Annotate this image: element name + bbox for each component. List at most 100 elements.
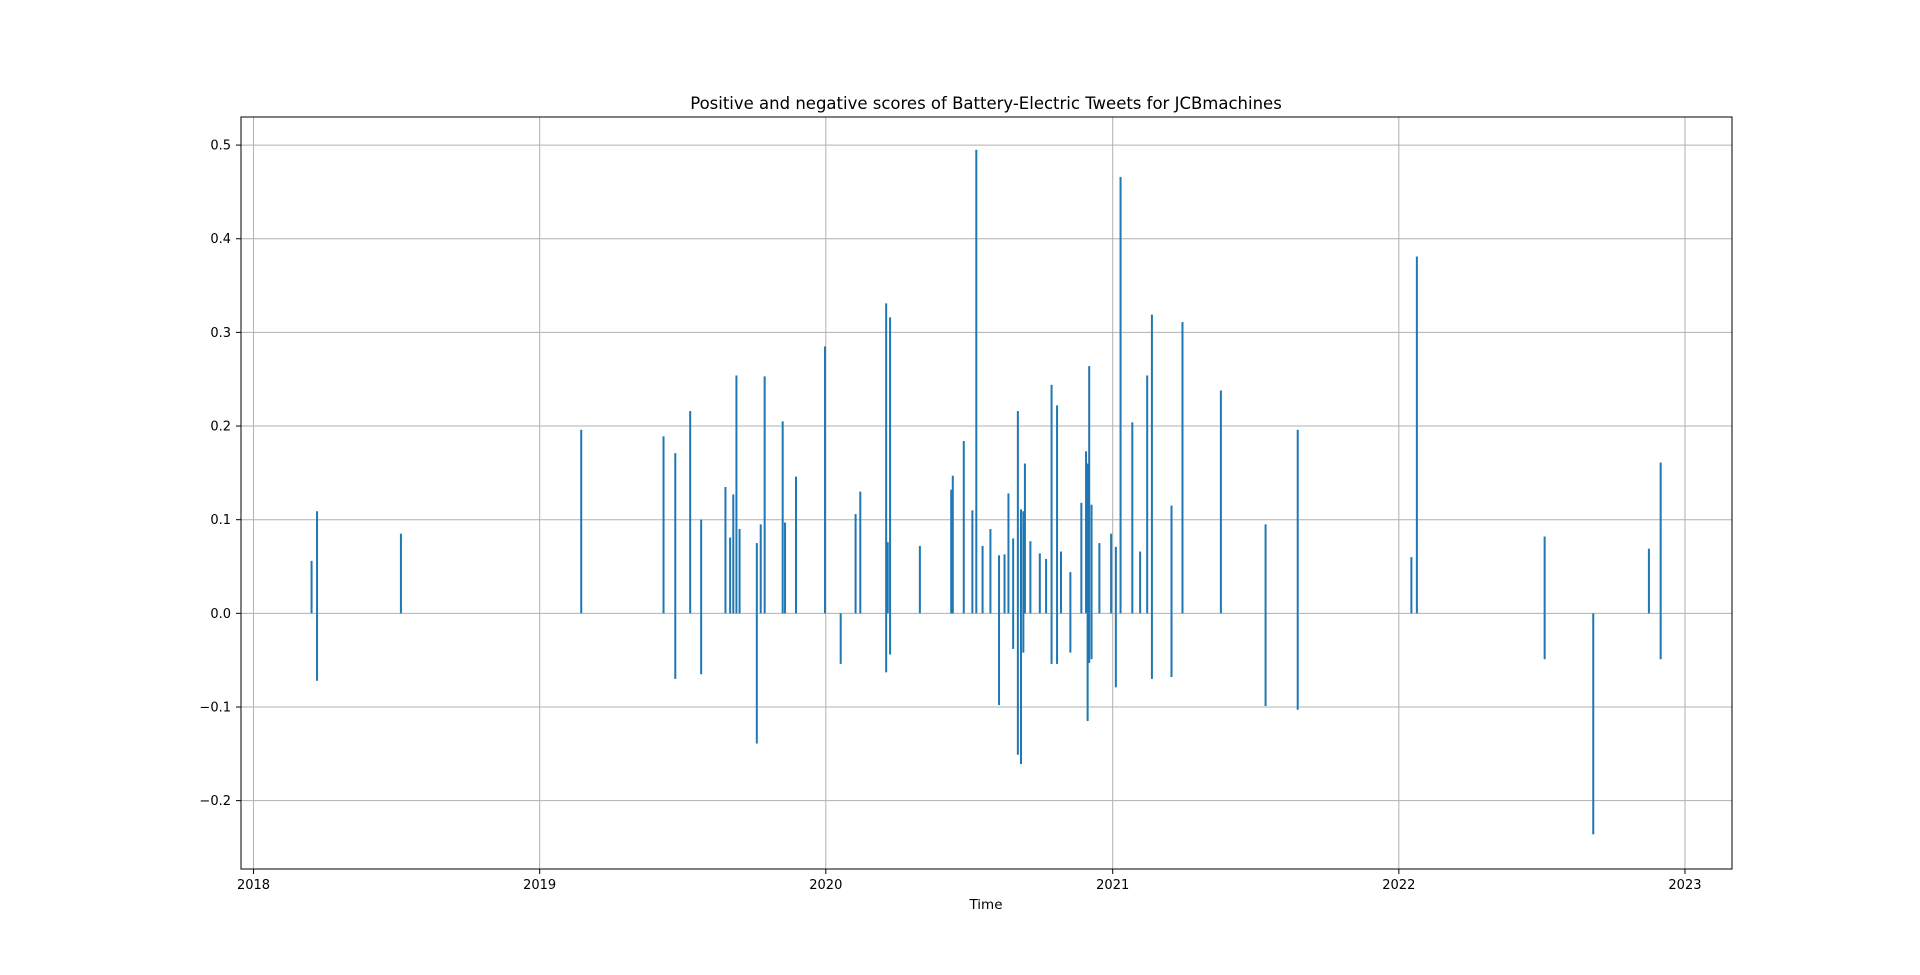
y-tick-label: 0.5 — [210, 139, 231, 154]
positive-score-bar — [1051, 385, 1053, 614]
positive-score-bar — [824, 346, 826, 613]
positive-score-bar — [1007, 493, 1009, 613]
negative-score-bar — [1171, 613, 1173, 677]
positive-score-bar — [1069, 572, 1071, 613]
negative-score-bar — [840, 613, 842, 664]
x-tick-label: 2022 — [1382, 878, 1415, 893]
negative-score-bar — [1660, 613, 1662, 659]
negative-score-bar — [1115, 613, 1117, 687]
positive-score-bar — [1410, 557, 1412, 613]
positive-score-bar — [998, 555, 1000, 613]
x-tick-label: 2021 — [1096, 878, 1129, 893]
negative-score-bar — [1265, 613, 1267, 706]
positive-score-bar — [1017, 411, 1019, 613]
positive-score-bar — [1098, 543, 1100, 613]
positive-score-bar — [975, 150, 977, 614]
positive-score-bar — [756, 543, 758, 613]
positive-score-bar — [316, 511, 318, 613]
positive-score-bar — [760, 524, 762, 613]
negative-score-bar — [1151, 613, 1153, 679]
positive-score-bar — [1265, 524, 1267, 613]
positive-score-bar — [1004, 554, 1006, 613]
positive-score-bar — [1544, 537, 1546, 614]
positive-score-bar — [764, 376, 766, 613]
positive-score-bar — [1648, 549, 1650, 614]
positive-score-bar — [859, 492, 861, 614]
positive-score-bar — [1045, 559, 1047, 613]
negative-score-bar — [1088, 613, 1090, 663]
y-tick-label: −0.1 — [199, 700, 231, 715]
positive-score-bar — [1080, 503, 1082, 614]
negative-score-bar — [1020, 613, 1022, 764]
negative-score-bar — [1012, 613, 1014, 649]
negative-score-bar — [1022, 613, 1024, 652]
y-tick-label: 0.3 — [210, 326, 231, 341]
positive-score-bar — [729, 537, 731, 613]
positive-score-bar — [311, 561, 313, 613]
negative-score-bar — [1017, 613, 1019, 754]
x-tick-label: 2020 — [809, 878, 842, 893]
positive-score-bar — [1110, 534, 1112, 614]
negative-score-bar — [1592, 613, 1594, 834]
positive-score-bar — [1029, 541, 1031, 613]
positive-score-bar — [1091, 505, 1093, 614]
positive-score-bar — [580, 430, 582, 614]
negative-score-bar — [1091, 613, 1093, 659]
x-axis-label: Time — [968, 897, 1002, 913]
positive-score-bar — [1056, 405, 1058, 613]
positive-score-bar — [1024, 464, 1026, 614]
positive-score-bar — [735, 375, 737, 613]
negative-score-bar — [889, 613, 891, 654]
positive-score-bar — [700, 520, 702, 614]
negative-score-bar — [1297, 613, 1299, 709]
positive-score-bar — [952, 476, 954, 614]
y-tick-label: −0.2 — [199, 794, 231, 809]
positive-score-bar — [1012, 538, 1014, 613]
negative-score-bar — [1069, 613, 1071, 652]
y-tick-label: 0.0 — [210, 607, 231, 622]
positive-score-bar — [674, 453, 676, 613]
positive-score-bar — [989, 529, 991, 613]
negative-score-bar — [316, 613, 318, 680]
positive-score-bar — [889, 317, 891, 613]
y-tick-label: 0.2 — [210, 420, 231, 435]
positive-score-bar — [1120, 177, 1122, 613]
y-tick-label: 0.4 — [210, 232, 231, 247]
positive-score-bar — [1220, 390, 1222, 613]
x-tick-label: 2023 — [1668, 878, 1701, 893]
positive-score-bar — [982, 546, 984, 613]
positive-score-bar — [739, 529, 741, 613]
positive-score-bar — [663, 436, 665, 613]
positive-score-bar — [1151, 315, 1153, 614]
positive-score-bar — [400, 534, 402, 614]
positive-score-bar — [732, 494, 734, 613]
positive-score-bar — [1131, 422, 1133, 613]
positive-score-bar — [1139, 552, 1141, 614]
positive-score-bar — [689, 411, 691, 613]
positive-score-bar — [1039, 553, 1041, 613]
positive-score-bar — [1146, 375, 1148, 613]
positive-score-bar — [1060, 552, 1062, 614]
positive-score-bar — [1088, 366, 1090, 613]
positive-score-bar — [919, 546, 921, 613]
chart-title: Positive and negative scores of Battery-… — [690, 94, 1282, 113]
positive-score-bar — [1297, 430, 1299, 614]
positive-score-bar — [784, 522, 786, 613]
positive-score-bar — [1660, 463, 1662, 614]
positive-score-bar — [782, 421, 784, 613]
positive-score-bar — [963, 441, 965, 613]
positive-score-bar — [724, 487, 726, 613]
positive-score-bar — [1115, 547, 1117, 613]
positive-score-bar — [1416, 257, 1418, 614]
negative-score-bar — [998, 613, 1000, 705]
negative-score-bar — [1056, 613, 1058, 664]
y-tick-label: 0.1 — [210, 513, 231, 528]
positive-score-bar — [1181, 322, 1183, 613]
positive-score-bar — [795, 477, 797, 614]
negative-score-bar — [1051, 613, 1053, 664]
negative-score-bar — [674, 613, 676, 679]
positive-score-bar — [971, 510, 973, 613]
positive-score-bar — [1171, 506, 1173, 614]
